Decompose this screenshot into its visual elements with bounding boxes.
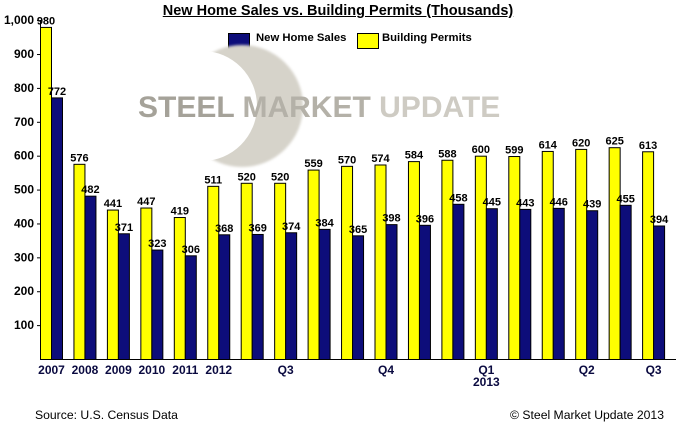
svg-text:300: 300 [14,250,34,264]
svg-text:511: 511 [204,174,222,186]
svg-text:447: 447 [137,196,155,208]
svg-text:620: 620 [572,137,590,149]
svg-text:200: 200 [14,284,34,298]
svg-text:2009: 2009 [105,363,132,377]
svg-text:323: 323 [148,238,166,250]
svg-text:2012: 2012 [205,363,232,377]
svg-text:2013: 2013 [473,375,500,389]
svg-text:772: 772 [48,86,66,98]
svg-text:371: 371 [115,222,133,234]
svg-text:445: 445 [483,197,501,209]
svg-text:443: 443 [516,197,534,209]
svg-text:700: 700 [14,115,34,129]
svg-text:570: 570 [338,154,356,166]
svg-text:Q3: Q3 [278,363,294,377]
svg-text:419: 419 [171,206,189,218]
svg-text:588: 588 [438,148,456,160]
svg-text:980: 980 [37,15,55,27]
svg-text:520: 520 [238,171,256,183]
svg-text:576: 576 [70,152,88,164]
svg-text:599: 599 [505,145,523,157]
svg-text:900: 900 [14,47,34,61]
svg-text:2007: 2007 [38,363,65,377]
svg-text:394: 394 [650,214,669,226]
svg-text:100: 100 [14,318,34,332]
svg-text:600: 600 [14,149,34,163]
svg-text:441: 441 [104,198,122,210]
svg-text:369: 369 [249,222,267,234]
svg-text:800: 800 [14,81,34,95]
svg-text:374: 374 [282,221,301,233]
svg-text:2010: 2010 [138,363,165,377]
svg-text:400: 400 [14,216,34,230]
svg-text:458: 458 [449,192,467,204]
svg-text:520: 520 [271,171,289,183]
svg-text:365: 365 [349,224,367,236]
svg-text:306: 306 [182,244,200,256]
svg-text:384: 384 [315,217,334,229]
svg-text:Q3: Q3 [646,363,662,377]
svg-text:Q2: Q2 [579,363,595,377]
svg-text:Q4: Q4 [378,363,394,377]
svg-text:613: 613 [639,140,657,152]
svg-text:614: 614 [539,139,558,151]
svg-text:482: 482 [81,184,99,196]
svg-text:368: 368 [215,223,233,235]
svg-text:398: 398 [382,213,400,225]
svg-text:2008: 2008 [72,363,99,377]
svg-text:574: 574 [371,153,390,165]
svg-text:1,000: 1,000 [4,13,34,27]
svg-text:584: 584 [405,150,424,162]
svg-text:2011: 2011 [172,363,198,377]
svg-text:439: 439 [583,199,601,211]
svg-text:446: 446 [550,196,568,208]
svg-text:500: 500 [14,183,34,197]
svg-text:600: 600 [472,144,490,156]
svg-text:455: 455 [616,193,634,205]
svg-text:559: 559 [304,158,322,170]
svg-text:625: 625 [605,136,623,148]
svg-text:396: 396 [416,213,434,225]
